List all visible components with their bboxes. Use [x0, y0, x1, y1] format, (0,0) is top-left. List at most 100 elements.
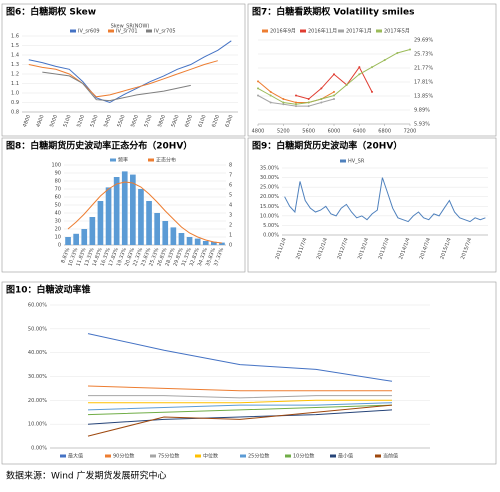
x-tick-label: 2012/7/4 — [336, 237, 349, 260]
legend-swatch — [148, 158, 154, 162]
x-tick-label: 5900 — [171, 114, 181, 128]
y-tick-label: 0.8 — [11, 110, 19, 116]
point — [358, 73, 361, 76]
series-line — [42, 71, 191, 102]
bar — [81, 229, 88, 245]
x-tick-label: 6300 — [225, 114, 235, 128]
point — [320, 87, 323, 90]
point — [269, 101, 272, 104]
y-tick-label: 1.4 — [11, 53, 19, 59]
y-tick-label: 15.00% — [260, 204, 279, 210]
bar — [113, 177, 120, 245]
legend-swatch — [150, 454, 156, 458]
point — [345, 83, 348, 86]
legend-label: 最大值 — [68, 453, 83, 460]
legend-label: 75分位数 — [158, 453, 179, 460]
series-line — [87, 402, 393, 411]
x-tick-label: 6000 — [184, 114, 194, 128]
legend-swatch — [262, 29, 268, 33]
y2-tick-label: 4 — [229, 203, 232, 209]
y-tick-label: 17.81% — [414, 80, 433, 86]
series-line — [257, 80, 335, 103]
x-tick-label: 5400 — [103, 114, 113, 128]
legend-label: IV_sr701 — [116, 29, 138, 35]
caption: 图10：白糖波动率锥 — [6, 284, 91, 296]
y2-tick-label: 5 — [229, 193, 232, 199]
bar — [105, 187, 112, 245]
x-tick-label: 7200 — [404, 129, 417, 135]
legend-label: 当前值 — [383, 453, 398, 460]
y-tick-label: 25.73% — [414, 52, 433, 58]
y-tick-label: 30.00% — [28, 374, 47, 380]
y-tick-label: 5.93% — [414, 122, 430, 128]
legend-label: 10分位数 — [293, 453, 314, 460]
point — [295, 101, 297, 104]
bar — [73, 233, 79, 245]
legend-label: 最小值 — [338, 453, 353, 460]
point — [257, 80, 259, 83]
bar — [65, 237, 71, 245]
x-tick-label: 6400 — [353, 129, 366, 135]
y-tick-label: 0.00% — [31, 446, 47, 452]
y-tick-label: 1.0 — [11, 91, 19, 97]
bar — [130, 174, 136, 245]
point — [307, 105, 310, 108]
bar — [219, 242, 225, 245]
series-line — [87, 404, 393, 416]
point — [269, 94, 272, 97]
y-tick-label: 1.2 — [11, 72, 19, 78]
x-tick-label: 6800 — [378, 129, 391, 135]
series-line — [87, 333, 393, 382]
legend-label: 2017年1月 — [346, 28, 372, 35]
bar — [186, 237, 193, 245]
x-tick-label: 2013/7/4 — [378, 237, 391, 260]
bar — [178, 233, 185, 245]
y-tick-label: 35.00% — [260, 166, 279, 172]
point — [282, 103, 285, 106]
point — [320, 101, 323, 104]
x-tick-label: 5200 — [76, 114, 86, 128]
point — [269, 90, 272, 93]
y-tick-label: 9.89% — [414, 108, 430, 114]
x-tick-label: 2011/7/4 — [295, 237, 308, 260]
y2-tick-label: 3 — [229, 213, 232, 219]
x-tick-label: 2012/1/4 — [316, 237, 329, 260]
point — [307, 98, 310, 101]
x-tick-label: 4900 — [36, 114, 46, 128]
y-tick-label: 21.77% — [414, 66, 433, 72]
point — [295, 105, 297, 108]
y2-tick-label: 0 — [229, 243, 232, 249]
caption: 图8：白糖期货历史波动率正态分布（20HV） — [6, 140, 192, 152]
y-tick-label: 0.9 — [11, 100, 19, 106]
legend-label: 25分位数 — [248, 453, 269, 460]
point — [257, 94, 259, 97]
y-tick-label: 100 — [51, 163, 61, 169]
y-tick-label: 40 — [55, 211, 61, 217]
x-tick-label: 4800 — [22, 114, 32, 128]
legend-swatch — [108, 29, 114, 33]
x-tick-label: 2013/1/4 — [357, 237, 370, 260]
y2-tick-label: 1 — [229, 233, 232, 239]
legend-swatch — [70, 29, 76, 33]
legend-swatch — [376, 29, 382, 33]
legend-swatch — [330, 454, 336, 458]
y-tick-label: 10.00% — [28, 422, 47, 428]
point — [333, 94, 335, 97]
point — [282, 101, 285, 104]
y-tick-label: 30 — [55, 219, 61, 225]
bar — [170, 227, 177, 245]
caption: 图6：白糖期权 Skew — [6, 6, 96, 18]
x-tick-label: 2011/1/4 — [275, 237, 288, 260]
bar — [162, 221, 169, 245]
point — [333, 90, 335, 93]
y-tick-label: 1.6 — [11, 34, 19, 40]
bar — [211, 241, 217, 245]
caption: 图7：白糖看跌期权 Volatility smiles — [252, 6, 414, 18]
y-tick-label: 20 — [55, 227, 61, 233]
y-tick-label: 0 — [58, 243, 61, 249]
legend-label: 2017年5月 — [384, 28, 410, 35]
y2-tick-label: 7 — [229, 173, 232, 179]
y-tick-label: 70 — [55, 187, 61, 193]
legend-label: IV_sr609 — [78, 29, 100, 35]
legend-swatch — [285, 454, 291, 458]
